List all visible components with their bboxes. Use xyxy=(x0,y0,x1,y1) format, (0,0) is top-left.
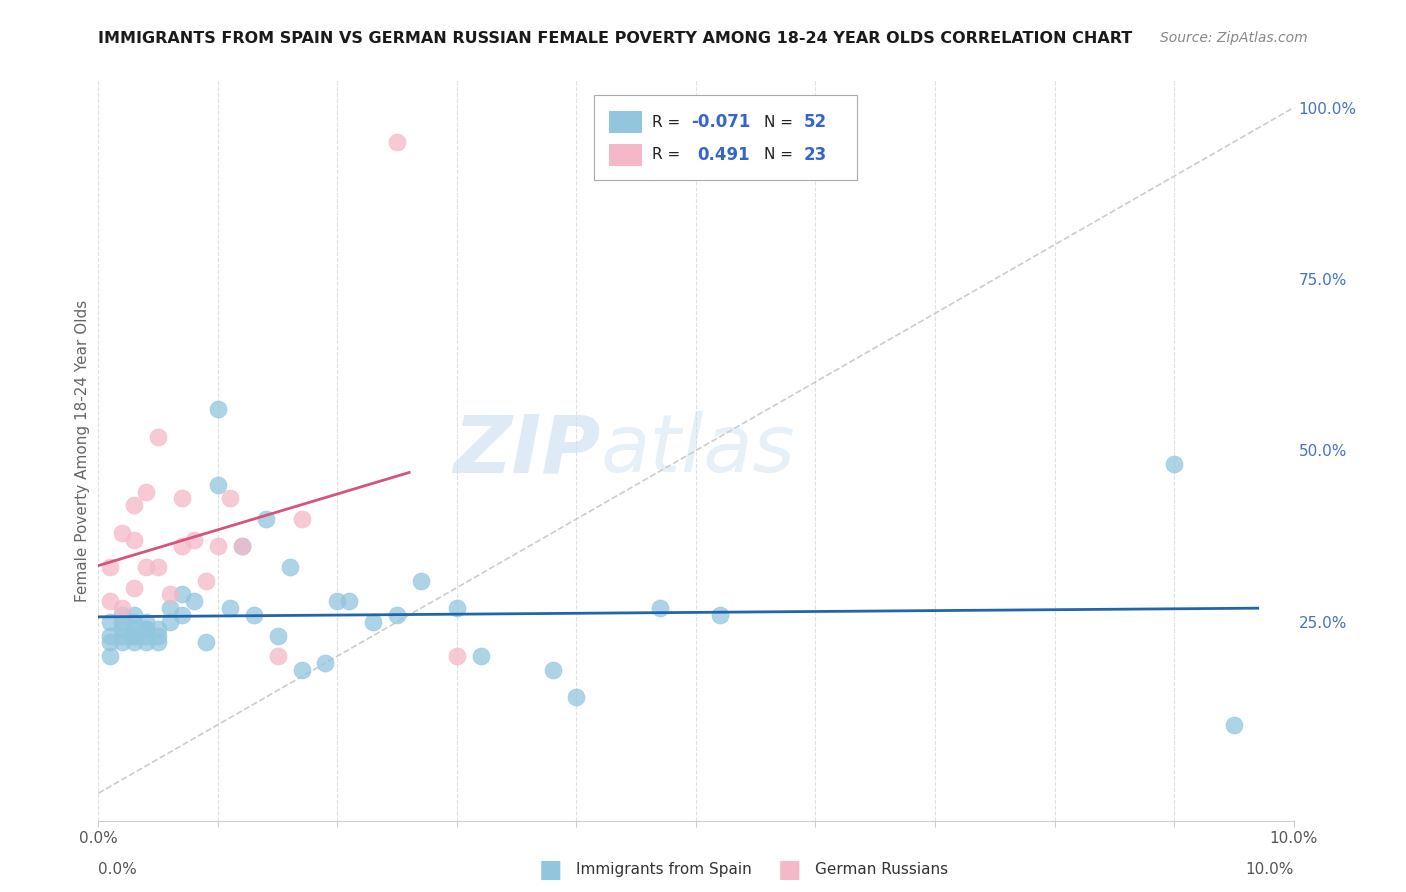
Text: ■: ■ xyxy=(538,858,562,881)
Point xyxy=(135,484,157,499)
Point xyxy=(124,628,146,642)
Text: 52: 52 xyxy=(804,113,827,131)
Point xyxy=(207,402,229,417)
Point xyxy=(207,540,229,554)
Point xyxy=(135,615,157,629)
Text: 10.0%: 10.0% xyxy=(1246,863,1294,877)
Point xyxy=(98,615,122,629)
Point xyxy=(135,560,157,574)
Point xyxy=(339,594,361,608)
Point xyxy=(172,491,194,506)
Point xyxy=(159,601,181,615)
Point xyxy=(650,601,672,615)
FancyBboxPatch shape xyxy=(595,95,858,180)
Point xyxy=(291,512,314,526)
Point xyxy=(124,622,146,636)
Text: -0.071: -0.071 xyxy=(692,113,751,131)
Point xyxy=(98,649,122,664)
Text: Immigrants from Spain: Immigrants from Spain xyxy=(576,863,752,877)
Text: N =: N = xyxy=(763,114,799,129)
Point xyxy=(98,628,122,642)
Point xyxy=(219,601,242,615)
Point xyxy=(172,540,194,554)
Point xyxy=(124,628,146,642)
Point xyxy=(183,594,205,608)
Point xyxy=(135,622,157,636)
Point xyxy=(254,512,277,526)
Y-axis label: Female Poverty Among 18-24 Year Olds: Female Poverty Among 18-24 Year Olds xyxy=(75,300,90,601)
Point xyxy=(172,607,194,622)
Point xyxy=(148,628,170,642)
Point xyxy=(1223,717,1246,731)
Point xyxy=(98,594,122,608)
Text: IMMIGRANTS FROM SPAIN VS GERMAN RUSSIAN FEMALE POVERTY AMONG 18-24 YEAR OLDS COR: IMMIGRANTS FROM SPAIN VS GERMAN RUSSIAN … xyxy=(98,31,1133,46)
Point xyxy=(148,622,170,636)
Text: German Russians: German Russians xyxy=(815,863,949,877)
Point xyxy=(135,622,157,636)
Point xyxy=(709,607,731,622)
Point xyxy=(195,574,218,588)
Text: atlas: atlas xyxy=(600,411,796,490)
Point xyxy=(363,615,385,629)
Text: 23: 23 xyxy=(804,145,827,164)
Point xyxy=(148,430,170,444)
Point xyxy=(111,601,134,615)
Point xyxy=(172,587,194,601)
Point xyxy=(98,560,122,574)
Point xyxy=(541,663,564,677)
Point xyxy=(124,635,146,649)
Point xyxy=(385,607,409,622)
Point xyxy=(267,649,290,664)
Point xyxy=(111,607,134,622)
Point xyxy=(148,560,170,574)
FancyBboxPatch shape xyxy=(609,144,643,166)
Point xyxy=(135,628,157,642)
Point xyxy=(135,635,157,649)
Text: 0.491: 0.491 xyxy=(697,145,749,164)
Point xyxy=(111,622,134,636)
Point xyxy=(243,607,266,622)
Point xyxy=(1163,457,1185,471)
Point xyxy=(291,663,314,677)
Text: ■: ■ xyxy=(778,858,801,881)
Text: ZIP: ZIP xyxy=(453,411,600,490)
Point xyxy=(315,656,337,670)
FancyBboxPatch shape xyxy=(609,112,643,133)
Text: N =: N = xyxy=(763,147,799,162)
Point xyxy=(231,540,253,554)
Point xyxy=(470,649,492,664)
Point xyxy=(219,491,242,506)
Point xyxy=(124,533,146,547)
Text: R =: R = xyxy=(652,114,685,129)
Point xyxy=(159,587,181,601)
Point xyxy=(111,635,134,649)
Text: Source: ZipAtlas.com: Source: ZipAtlas.com xyxy=(1160,31,1308,45)
Point xyxy=(159,615,181,629)
Text: 0.0%: 0.0% xyxy=(98,863,138,877)
Point xyxy=(207,477,229,491)
Point xyxy=(111,628,134,642)
Point xyxy=(183,533,205,547)
Point xyxy=(326,594,349,608)
Point xyxy=(124,498,146,512)
Point xyxy=(124,581,146,595)
Point xyxy=(124,615,146,629)
Point xyxy=(385,135,409,149)
Point xyxy=(231,540,253,554)
Text: R =: R = xyxy=(652,147,690,162)
Point xyxy=(267,628,290,642)
Point xyxy=(446,649,468,664)
Point xyxy=(148,635,170,649)
Point xyxy=(98,635,122,649)
Point xyxy=(111,525,134,540)
Point xyxy=(124,607,146,622)
Point xyxy=(278,560,301,574)
Point xyxy=(565,690,588,705)
Point xyxy=(111,615,134,629)
Point xyxy=(411,574,433,588)
Point xyxy=(446,601,468,615)
Point xyxy=(195,635,218,649)
